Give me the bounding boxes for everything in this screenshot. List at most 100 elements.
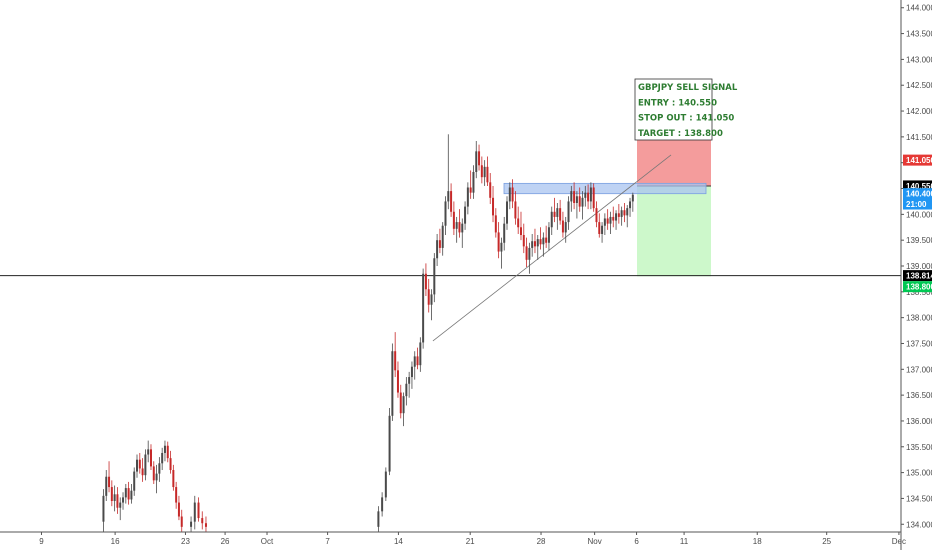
price-tag: 140.550 [903, 180, 932, 192]
candle [545, 225, 548, 248]
candle [122, 492, 125, 510]
candle [603, 213, 606, 236]
sell-signal-box[interactable]: GBPJPY SELL SIGNAL ENTRY : 140.550 STOP OU… [634, 78, 738, 141]
candle [381, 492, 384, 517]
candle [578, 187, 581, 212]
candle [108, 461, 111, 493]
candle [631, 192, 634, 212]
x-tick-label: 18 [753, 537, 762, 546]
candle [511, 179, 514, 209]
y-tick-label: 136.000 [906, 417, 932, 426]
candle [444, 196, 447, 236]
resistance-zone[interactable] [503, 182, 707, 195]
candle [458, 209, 461, 238]
candle [556, 202, 559, 230]
stop-loss-zone[interactable] [637, 135, 711, 186]
x-tick-label: 6 [634, 537, 639, 546]
y-tick-label: 139.500 [906, 236, 932, 245]
candle [464, 201, 467, 230]
candle [533, 228, 536, 254]
y-tick-label: 135.000 [906, 469, 932, 478]
candle [127, 481, 130, 505]
candle [169, 450, 172, 474]
candle [514, 191, 517, 225]
candle [531, 233, 534, 257]
y-tick-label: 143.000 [906, 55, 932, 64]
candle [508, 182, 511, 210]
candle [155, 464, 158, 494]
candle [144, 449, 147, 481]
candle [391, 343, 394, 421]
x-tick-label: 26 [221, 537, 230, 546]
plot-area[interactable]: GBPJPY SELL SIGNAL ENTRY : 140.550 STOP OU… [0, 78, 901, 532]
candle [567, 196, 570, 230]
svg-text:141.050: 141.050 [906, 156, 932, 165]
candle [190, 516, 193, 532]
candle [110, 480, 113, 507]
candle [620, 206, 623, 226]
candle [149, 444, 152, 471]
candle [461, 218, 464, 248]
trendline[interactable] [432, 154, 672, 342]
signal-text-line: GBPJPY SELL SIGNAL [638, 83, 738, 93]
candle [394, 332, 397, 378]
price-tags: 141.050 140.550140.40021:00 138.814 138.800 [903, 154, 932, 293]
candle [609, 211, 612, 234]
candle [525, 237, 528, 268]
take-profit-zone[interactable] [637, 185, 711, 277]
price-tag: 141.050 [903, 154, 932, 166]
candle [424, 263, 427, 296]
candle [466, 182, 469, 215]
candle [438, 228, 441, 254]
candle [589, 182, 592, 210]
candle [180, 509, 183, 532]
candle [193, 495, 196, 530]
candle [116, 487, 119, 514]
candle [422, 268, 425, 349]
svg-text:140.400: 140.400 [906, 190, 932, 199]
y-tick-label: 142.000 [906, 107, 932, 116]
signal-text-line: STOP OUT : 141.050 [638, 114, 734, 124]
candle [452, 201, 455, 236]
candle [581, 191, 584, 220]
y-tick-label: 143.500 [906, 30, 932, 39]
candle [377, 506, 380, 532]
y-tick-label: 134.000 [906, 520, 932, 529]
candle [119, 497, 122, 521]
candle [152, 461, 155, 484]
y-tick-label: 138.000 [906, 314, 932, 323]
x-tick-label: 16 [111, 537, 120, 546]
y-tick-label: 137.500 [906, 339, 932, 348]
candle [483, 160, 486, 186]
candle [105, 470, 108, 502]
candle [592, 183, 595, 212]
candle [539, 227, 542, 250]
candle [587, 184, 590, 210]
candle [388, 408, 391, 476]
candle [427, 278, 430, 313]
candle [408, 371, 411, 398]
candle [601, 222, 604, 243]
candle [629, 197, 632, 217]
x-tick-label: Oct [261, 537, 274, 546]
candle [450, 183, 453, 217]
candle [447, 134, 450, 210]
x-tick-label: 21 [466, 537, 475, 546]
price-axis[interactable]: 144.000 143.500 143.000 142.500 142.000 141.5… [901, 4, 932, 530]
candle [469, 170, 472, 199]
candle [399, 384, 402, 419]
time-axis[interactable]: 9 16 23 26 Oct 7 14 21 28 Nov 6 11 18 25 Dec [39, 532, 906, 546]
candle [547, 222, 550, 251]
candle [419, 337, 422, 372]
candle [595, 201, 598, 228]
candle [136, 454, 139, 478]
candle [500, 237, 503, 269]
svg-text:140.550: 140.550 [906, 182, 932, 191]
candle [584, 185, 587, 207]
y-tick-label: 140.000 [906, 210, 932, 219]
candle [492, 185, 495, 223]
candle [522, 223, 525, 254]
candle [606, 209, 609, 230]
y-tick-label: 137.000 [906, 365, 932, 374]
